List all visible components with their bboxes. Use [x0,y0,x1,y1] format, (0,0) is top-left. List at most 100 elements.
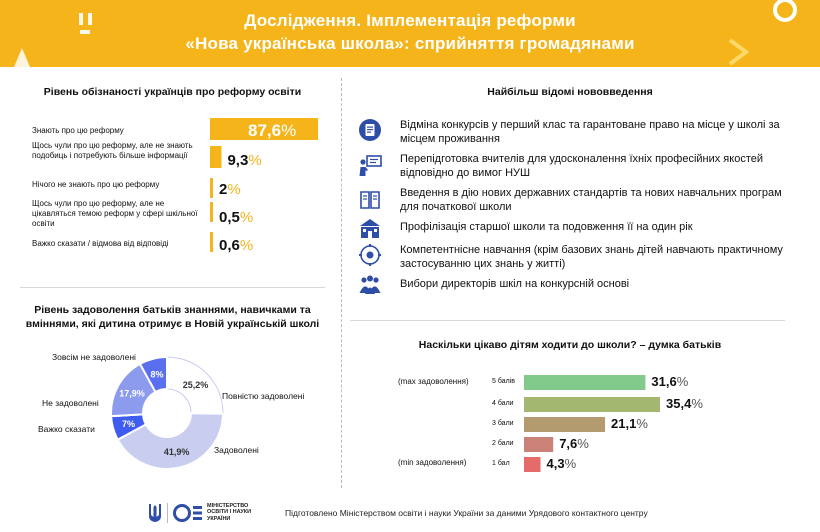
feature-text: Перепідготовка вчителів для удосконаленн… [400,153,763,180]
donut-slice [166,356,224,415]
awareness-bar-label: Важко сказати / відмова від відповіді [32,239,169,248]
deco-chevron [728,38,750,66]
donut-slice-value: 25,2% [183,380,209,390]
donut-legend-label: Не задоволені [42,398,99,408]
donut-slice-value: 41,9% [164,447,190,457]
awareness-value-label: 0,5% [219,209,253,226]
interest-value-number: 35,4 [666,396,692,411]
interest-value-number: 21,1 [611,416,637,431]
interest-category-label: 4 бали [492,400,514,407]
interest-value-number: 7,6 [559,436,578,451]
interest-category-label: 5 балів [492,378,515,385]
interest-value-label: 35,4% [666,396,703,411]
awareness-value-number: 0,5 [219,209,240,226]
interest-bar [524,375,646,390]
donut-slice [110,413,148,442]
awareness-value-label: 9,3% [227,152,261,169]
deco-bar [79,13,83,25]
interest-category-label: 2 бали [492,440,514,447]
feature-text: Компетентнісне навчання (крім базових зн… [400,244,783,271]
deco-arrow [14,48,30,67]
interest-value-unit: % [676,374,689,389]
left-horizontal-divider [20,287,325,288]
logo-divider [167,503,168,523]
page-title-line2: «Нова українська школа»: сприйняття гром… [185,34,635,53]
interest-value-unit: % [691,396,703,411]
feature-text: Введення в дію нових державних стандарті… [400,187,782,214]
awareness-value-label: 87,6% [248,121,296,141]
document-icon [359,119,381,141]
satisfaction-title-line2: вміннями, які дитина отримує в Новій укр… [25,318,320,330]
feature-text: Профілізація старшої школи та подовження… [400,221,693,233]
interest-title: Наскільки цікаво дітям ходити до школи? … [418,339,722,351]
donut-slice-value: 7% [122,419,135,429]
donut-slice [110,362,157,418]
trident-icon [149,504,161,522]
deco-ring [773,0,797,22]
page-title-line1: Дослідження. Імплементація реформи [244,11,576,30]
interest-value-label: 7,6% [559,436,589,451]
satisfaction-title-line1: Рівень задоволення батьків знаннями, нав… [34,304,311,316]
donut-legend-label: Повністю задоволені [222,391,305,401]
awareness-value-unit: % [239,237,254,254]
interest-value-number: 4,3 [546,456,565,471]
interest-bar [524,397,660,412]
awareness-bar-label: Нічого не знають про цю реформу [32,180,160,189]
donut-slice [138,355,168,394]
footer-credit: Підготовлено Міністерством освіти і наук… [285,508,648,518]
interest-value-label: 31,6% [651,374,688,389]
awareness-bar [210,202,213,222]
awareness-bar-label: Щось чули про цю реформу, але не знають … [32,141,193,161]
donut-slice [116,412,225,470]
min-satisfaction-label: (min задоволення) [398,458,467,467]
awareness-bar [210,232,213,252]
book-icon [360,191,380,209]
people-icon [359,275,381,294]
awareness-title: Рівень обізнаності українців про реформу… [43,86,302,98]
interest-bar [524,417,606,432]
features-title: Найбільш відомі нововведення [487,86,653,98]
header-decoration [14,0,797,67]
donut-slice-value: 8% [151,369,164,379]
awareness-value-label: 2% [219,181,241,198]
awareness-value-number: 87,6 [248,121,282,140]
awareness-value-number: 0,6 [219,237,240,254]
interest-value-number: 31,6 [651,374,677,389]
donut-legend-label: Задоволені [214,445,259,455]
brain-gear-icon [359,244,381,266]
right-horizontal-divider [350,320,785,321]
ministry-name-line3: УКРАЇНИ [207,515,231,522]
awareness-bar [210,178,213,198]
awareness-bar-label: Щось чули про цю реформу, але не цікавля… [32,199,198,229]
interest-category-label: 1 бал [492,460,510,467]
interest-bar [524,437,554,452]
interest-value-label: 4,3% [547,456,577,471]
awareness-value-unit: % [227,181,241,198]
awareness-bar-label: Знають про цю реформу [32,126,124,135]
deco-bar [88,13,92,25]
ministry-name: МІНІСТЕРСТВО ОСВІТИ І НАУКИ УКРАЇНИ [207,503,251,522]
ministry-name-line2: ОСВІТИ І НАУКИ [207,509,252,516]
ministry-name-line1: МІНІСТЕРСТВО [207,503,249,509]
feature-text: Вибори директорів шкіл на конкурсній осн… [400,278,630,290]
awareness-value-unit: % [281,121,297,140]
donut-legend-label: Важко сказати [38,424,95,434]
interest-bar [524,457,541,472]
awareness-value-number: 2 [219,181,228,198]
awareness-value-unit: % [248,152,262,169]
header-banner: Дослідження. Імплементація реформи «Нова… [0,0,820,67]
teacher-icon [359,155,382,176]
awareness-value-label: 0,6% [219,237,253,254]
feature-text: Відміна конкурсів у перший клас та гаран… [400,119,780,146]
interest-value-label: 21,1% [611,416,648,431]
interest-value-unit: % [564,456,577,471]
awareness-bar [210,146,222,168]
deco-dash [80,30,90,34]
interest-value-unit: % [636,416,648,431]
awareness-value-number: 9,3 [227,152,249,169]
donut-legend-label: Зовсім не задоволені [52,352,136,362]
max-satisfaction-label: (max задоволення) [398,377,469,386]
interest-category-label: 3 бали [492,420,514,427]
school-icon [360,219,380,238]
awareness-value-unit: % [239,209,254,226]
